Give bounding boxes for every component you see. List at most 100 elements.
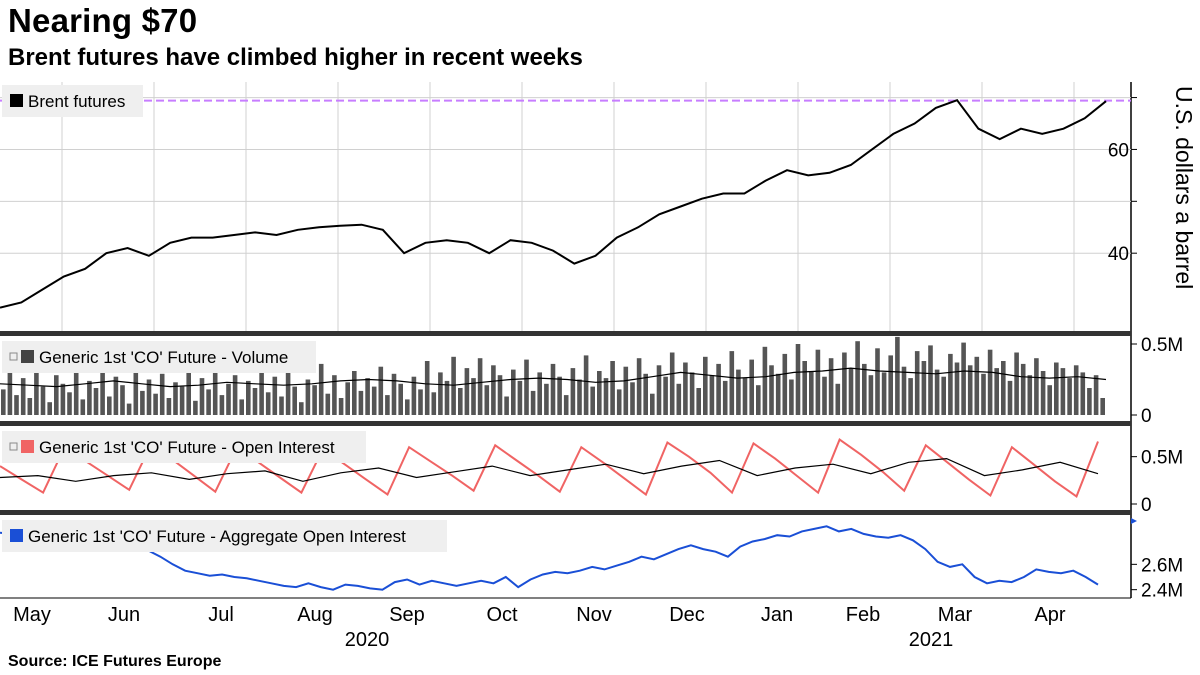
volume-bar	[14, 395, 19, 415]
volume-bar	[848, 368, 854, 415]
open-interest-line	[0, 438, 1099, 498]
volume-bar	[338, 398, 344, 415]
volume-bar	[961, 342, 966, 415]
volume-bar	[722, 380, 728, 415]
volume-bar	[623, 366, 629, 415]
y-axis-label: U.S. dollars a barrel	[1171, 86, 1197, 289]
volume-bar	[795, 344, 801, 415]
legend-open-interest-label: Generic 1st 'CO' Future - Open Interest	[39, 438, 335, 457]
month-tick-label: Jul	[208, 604, 234, 626]
volume-bar	[544, 383, 549, 415]
volume-bar	[716, 363, 721, 415]
month-tick-label: Feb	[846, 604, 880, 626]
volume-bar	[325, 393, 331, 415]
volume-bar	[974, 356, 980, 415]
volume-bar	[107, 396, 112, 415]
volume-bar	[742, 378, 748, 415]
volume-bar	[1080, 372, 1086, 415]
volume-bar	[451, 356, 456, 415]
volume-bar	[1007, 380, 1013, 415]
month-tick-label: Mar	[938, 604, 973, 626]
volume-bar	[875, 348, 880, 415]
volume-bar	[928, 345, 933, 415]
volume-bar	[888, 355, 893, 415]
volume-bar	[683, 362, 688, 415]
volume-bar	[1054, 362, 1059, 415]
volume-tick-label: 0.5M	[1141, 335, 1183, 356]
volume-bar	[656, 365, 662, 415]
volume-bar	[994, 368, 999, 415]
month-tick-label: Aug	[297, 604, 333, 626]
axes: May Jun Jul Aug Sep Oct Nov Dec Jan Feb Mar Apr 2020…	[13, 97, 1183, 651]
volume-panel	[0, 336, 1107, 415]
volume-bar	[391, 373, 397, 415]
volume-bar	[424, 361, 430, 415]
volume-bar	[1073, 365, 1079, 415]
volume-bar	[815, 349, 821, 415]
month-tick-label: Dec	[669, 604, 705, 626]
volume-bar	[285, 372, 291, 415]
volume-bar	[305, 379, 311, 415]
chart-title: Nearing $70	[8, 2, 198, 39]
volume-bar	[173, 382, 178, 415]
volume-bar	[1060, 368, 1066, 415]
volume-bar	[312, 385, 317, 415]
volume-bar	[120, 385, 125, 415]
volume-bar	[895, 336, 900, 415]
volume-bar	[862, 363, 867, 415]
volume-bar	[1047, 385, 1052, 415]
agg-tick-label: 2.6M	[1141, 555, 1183, 576]
volume-bar	[1093, 375, 1099, 415]
price-panel	[0, 99, 1107, 309]
agg-axis-marker	[1131, 518, 1137, 524]
chart-subtitle: Brent futures have climbed higher in rec…	[8, 44, 583, 71]
volume-bar	[901, 366, 907, 415]
volume-bar	[914, 351, 920, 415]
legend-aggregate-label: Generic 1st 'CO' Future - Aggregate Open…	[28, 527, 406, 546]
panel-frames	[0, 82, 1132, 599]
volume-bar	[67, 392, 72, 415]
volume-bar	[954, 362, 960, 415]
volume-bar	[756, 385, 761, 415]
volume-bar	[93, 388, 99, 415]
volume-bar	[1100, 398, 1105, 415]
chart-source: Source: ICE Futures Europe	[8, 653, 222, 670]
volume-bar	[113, 376, 119, 415]
volume-bar	[219, 395, 225, 415]
volume-bar	[802, 361, 807, 415]
year-tick-label: 2021	[909, 629, 954, 651]
volume-bar	[868, 375, 874, 415]
volume-average-line	[0, 367, 1107, 388]
volume-bar	[504, 396, 509, 415]
month-tick-label: Nov	[576, 604, 612, 626]
aggregate-open-interest-line	[0, 525, 1099, 591]
volume-bar	[318, 363, 324, 415]
legend-open-interest-swatch	[21, 440, 34, 453]
volume-bar	[530, 390, 536, 415]
legend-volume-label: Generic 1st 'CO' Future - Volume	[39, 348, 288, 367]
volume-bar	[709, 375, 715, 415]
volume-bar	[881, 372, 887, 415]
volume-bar	[577, 379, 582, 415]
legend-price-box	[2, 85, 143, 117]
volume-bar	[292, 386, 297, 415]
volume-bar	[126, 403, 132, 415]
volume-bar	[1001, 361, 1006, 415]
volume-bar	[729, 351, 735, 415]
volume-bar	[332, 375, 337, 415]
month-tick-label: Jan	[761, 604, 793, 626]
volume-bar	[597, 371, 602, 415]
volume-bar	[703, 356, 708, 415]
volume-bar	[497, 375, 503, 415]
volume-bar	[921, 361, 927, 415]
volume-bar	[34, 368, 39, 415]
volume-bar	[610, 361, 615, 415]
volume-bar	[212, 366, 218, 415]
volume-bar	[27, 398, 33, 415]
month-tick-label: Apr	[1034, 604, 1065, 626]
volume-bar	[537, 372, 542, 415]
volume-bar	[40, 386, 46, 415]
volume-bar	[365, 378, 370, 415]
legend-aggregate-swatch	[10, 529, 23, 542]
volume-bar	[663, 376, 668, 415]
